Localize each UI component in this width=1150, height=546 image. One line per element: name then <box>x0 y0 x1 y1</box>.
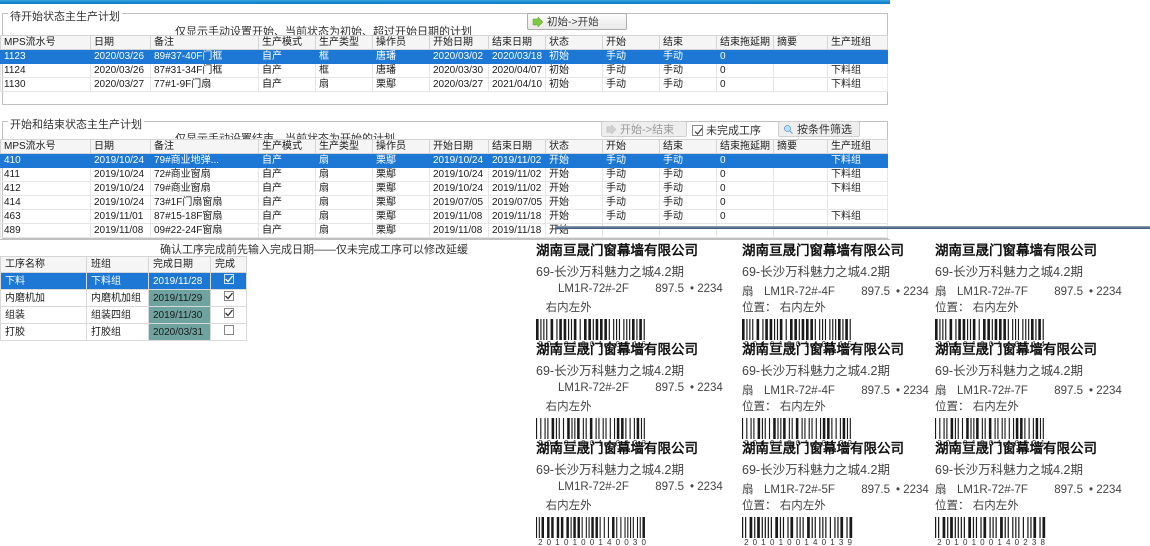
svg-text:0: 0 <box>963 538 968 546</box>
svg-text:2: 2 <box>1023 538 1028 546</box>
svg-text:3: 3 <box>839 538 844 546</box>
svg-text:4: 4 <box>813 538 818 546</box>
svg-text:0: 0 <box>796 538 801 546</box>
svg-text:0: 0 <box>770 538 775 546</box>
svg-text:1: 1 <box>997 538 1002 546</box>
svg-text:0: 0 <box>1015 538 1020 546</box>
svg-text:3: 3 <box>1032 538 1037 546</box>
svg-text:9: 9 <box>847 538 852 546</box>
svg-text:0: 0 <box>980 538 985 546</box>
svg-text:1: 1 <box>598 538 603 546</box>
svg-text:2: 2 <box>744 538 749 546</box>
svg-text:0: 0 <box>624 538 629 546</box>
svg-text:2: 2 <box>937 538 942 546</box>
svg-text:1: 1 <box>573 538 578 546</box>
svg-text:1: 1 <box>972 538 977 546</box>
svg-text:0: 0 <box>787 538 792 546</box>
svg-text:1: 1 <box>830 538 835 546</box>
svg-text:0: 0 <box>753 538 758 546</box>
svg-text:0: 0 <box>946 538 951 546</box>
svg-text:0: 0 <box>822 538 827 546</box>
svg-text:1: 1 <box>761 538 766 546</box>
svg-text:0: 0 <box>564 538 569 546</box>
svg-text:0: 0 <box>590 538 595 546</box>
svg-text:0: 0 <box>616 538 621 546</box>
svg-text:2: 2 <box>538 538 543 546</box>
svg-text:0: 0 <box>989 538 994 546</box>
svg-text:8: 8 <box>1040 538 1045 546</box>
svg-text:1: 1 <box>779 538 784 546</box>
svg-text:3: 3 <box>633 538 638 546</box>
svg-text:0: 0 <box>641 538 646 546</box>
svg-text:0: 0 <box>547 538 552 546</box>
svg-text:0: 0 <box>581 538 586 546</box>
svg-text:1: 1 <box>555 538 560 546</box>
svg-text:4: 4 <box>1006 538 1011 546</box>
svg-text:1: 1 <box>804 538 809 546</box>
svg-text:4: 4 <box>607 538 612 546</box>
svg-text:1: 1 <box>954 538 959 546</box>
